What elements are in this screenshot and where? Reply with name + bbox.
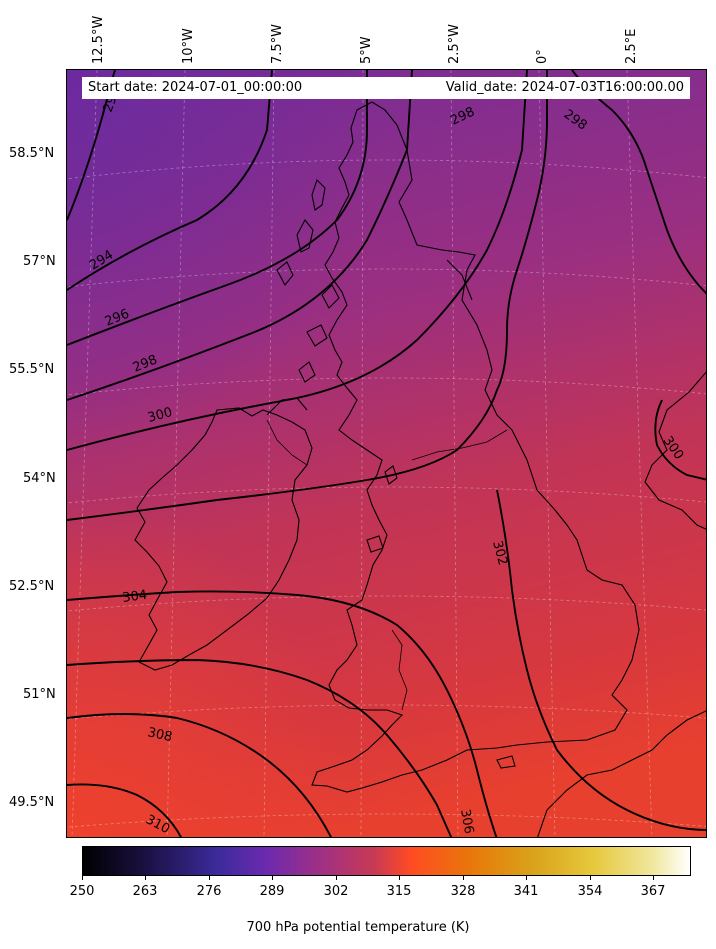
coastline-continent [537, 371, 706, 837]
start-date-text: Start date: 2024-07-01_00:00:00 [88, 80, 303, 95]
coastline-great-britain [311, 101, 640, 793]
temperature-field-cool-patch [67, 70, 706, 837]
contour-308 [67, 713, 333, 837]
contour-304 [67, 590, 498, 837]
contour-310 [67, 783, 182, 837]
colorbar-label-354: 354 [577, 884, 603, 899]
lat-label-51n: 51°N [23, 687, 56, 702]
map-panel[interactable]: 292 294 296 298 300 302 304 306 308 310 … [66, 69, 707, 838]
contour-300 [67, 70, 528, 451]
colorbar-tick [653, 876, 654, 880]
lon-label-5w: 5°W [359, 36, 374, 64]
lon-label-7-5w: 7.5°W [270, 23, 285, 64]
lat-label-58-5n: 58.5°N [9, 146, 55, 161]
coastline-loch [446, 259, 473, 301]
contour-label-308: 308 [146, 725, 173, 745]
colorbar-label-341: 341 [513, 884, 539, 899]
coastline-islay [298, 361, 316, 383]
coastline-mull [306, 324, 328, 347]
lat-label-52-5n: 52.5°N [9, 579, 55, 594]
contour-306 [67, 659, 453, 837]
colorbar-title: 700 hPa potential temperature (K) [246, 920, 470, 935]
colorbar [82, 846, 691, 876]
colorbar-tick [590, 876, 591, 880]
colorbar-tick [82, 876, 83, 880]
contour-300-east [654, 399, 706, 481]
contour-296 [67, 70, 368, 346]
contour-label-302: 302 [489, 539, 510, 567]
contour-298-ne [571, 70, 706, 295]
colorbar-label-289: 289 [259, 884, 285, 899]
coastline-hebrides-1 [311, 178, 326, 211]
contour-302-east [496, 489, 706, 831]
contour-label-306: 306 [457, 808, 476, 835]
lon-label-12-5w: 12.5°W [91, 15, 106, 64]
lat-label-49-5n: 49.5°N [9, 795, 55, 810]
colorbar-label-315: 315 [386, 884, 412, 899]
date-info-box: Start date: 2024-07-01_00:00:00 Valid_da… [82, 77, 690, 99]
border-wales-england [391, 629, 408, 711]
colorbar-label-302: 302 [323, 884, 349, 899]
contour-lines [67, 70, 706, 837]
colorbar-tick [145, 876, 146, 880]
lon-label-0: 0° [535, 49, 550, 64]
colorbar-label-250: 250 [69, 884, 95, 899]
colorbar-label-367: 367 [640, 884, 666, 899]
colorbar-label-276: 276 [196, 884, 222, 899]
lat-label-55-5n: 55.5°N [9, 362, 55, 377]
graticule [67, 70, 706, 837]
contour-302 [67, 70, 548, 521]
valid-date-text: Valid_date: 2024-07-03T16:00:00.00 [445, 80, 684, 95]
border-northern-ireland [266, 419, 308, 466]
lon-label-10w: 10°W [181, 28, 196, 64]
contour-label-304: 304 [121, 588, 148, 606]
contour-298 [67, 70, 413, 401]
country-borders [266, 419, 508, 711]
colorbar-tick [272, 876, 273, 880]
coastline-skye [321, 284, 340, 309]
colorbar-tick [526, 876, 527, 880]
lon-label-2-5e: 2.5°E [624, 28, 639, 64]
border-scotland-england [411, 429, 508, 461]
coastline-hebrides-3 [276, 261, 294, 286]
contour-label-300: 300 [146, 405, 174, 426]
colorbar-tick [399, 876, 400, 880]
colorbar-label-328: 328 [450, 884, 476, 899]
lon-label-2-5w: 2.5°W [447, 23, 462, 64]
coastline-isle-of-wight [496, 755, 516, 769]
contour-294 [67, 70, 273, 291]
lat-label-57n: 57°N [23, 254, 56, 269]
colorbar-tick [336, 876, 337, 880]
colorbar-label-263: 263 [132, 884, 158, 899]
coastline-anglesey [366, 535, 384, 553]
coastline-isle-of-man [384, 465, 398, 485]
colorbar-tick [463, 876, 464, 880]
map-canvas: 292 294 296 298 300 302 304 306 308 310 … [67, 70, 706, 837]
colorbar-tick [209, 876, 210, 880]
lat-label-54n: 54°N [23, 471, 56, 486]
